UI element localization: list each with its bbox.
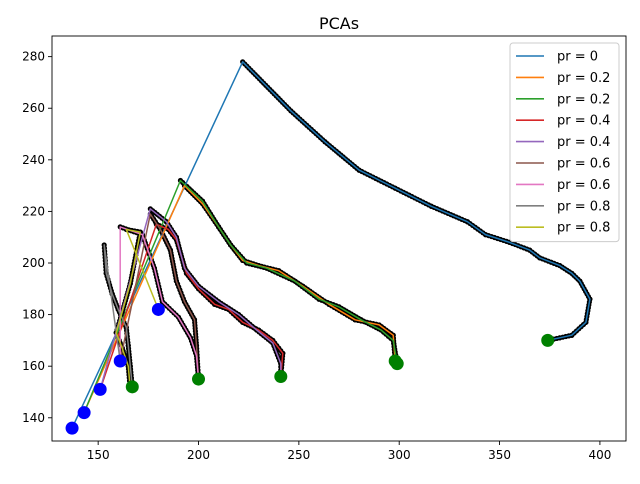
y-tick-label: 220 [22,204,45,218]
x-tick-label: 300 [388,448,411,462]
legend-label: pr = 0.4 [557,135,610,150]
y-tick-label: 160 [22,359,45,373]
data-layer [65,59,593,435]
start-marker [151,302,165,316]
axes-frame [51,35,627,442]
series-line-7 [103,244,134,387]
chart-title: PCAs [319,14,359,33]
series-line-1 [83,184,396,413]
y-tick-label: 200 [22,256,45,270]
y-tick-label: 180 [22,308,45,322]
legend-label: pr = 0.6 [557,157,610,172]
y-tick-label: 280 [22,50,45,64]
end-marker [541,333,555,347]
legend-label: pr = 0.8 [557,221,610,236]
legend-label: pr = 0.6 [557,178,610,193]
series-line-0 [71,61,591,429]
series-line-3 [99,223,284,390]
x-tick-label: 350 [488,448,511,462]
series-line-2 [83,179,398,413]
y-tick-label: 260 [22,101,45,115]
start-marker [77,406,91,420]
legend-label: pr = 0.2 [557,71,610,86]
legend: pr = 0 pr = 0.2 pr = 0.2 pr = 0.4 pr = 0.4 pr… [509,42,620,243]
start-marker [65,421,79,435]
x-tick-label: 400 [588,448,611,462]
plot-area: 150 200 250 300 350 400 140 160 180 200 220 240 260 2… [22,35,627,462]
legend-label: pr = 0.8 [557,199,610,214]
end-marker [125,380,139,394]
legend-label: pr = 0.2 [557,92,610,107]
x-tick-label: 200 [187,448,210,462]
end-marker [192,372,206,386]
y-tick-label: 140 [22,411,45,425]
start-marker [93,382,107,396]
end-marker [274,370,288,384]
series-line-5 [119,213,200,380]
legend-box [509,42,620,243]
x-tick-label: 150 [87,448,110,462]
y-tick-label: 240 [22,153,45,167]
start-marker [113,354,127,368]
series-line-4 [99,208,282,390]
legend-label: pr = 0 [557,50,598,65]
legend-label: pr = 0.4 [557,114,610,129]
end-marker [390,357,404,371]
x-tick-label: 250 [287,448,310,462]
